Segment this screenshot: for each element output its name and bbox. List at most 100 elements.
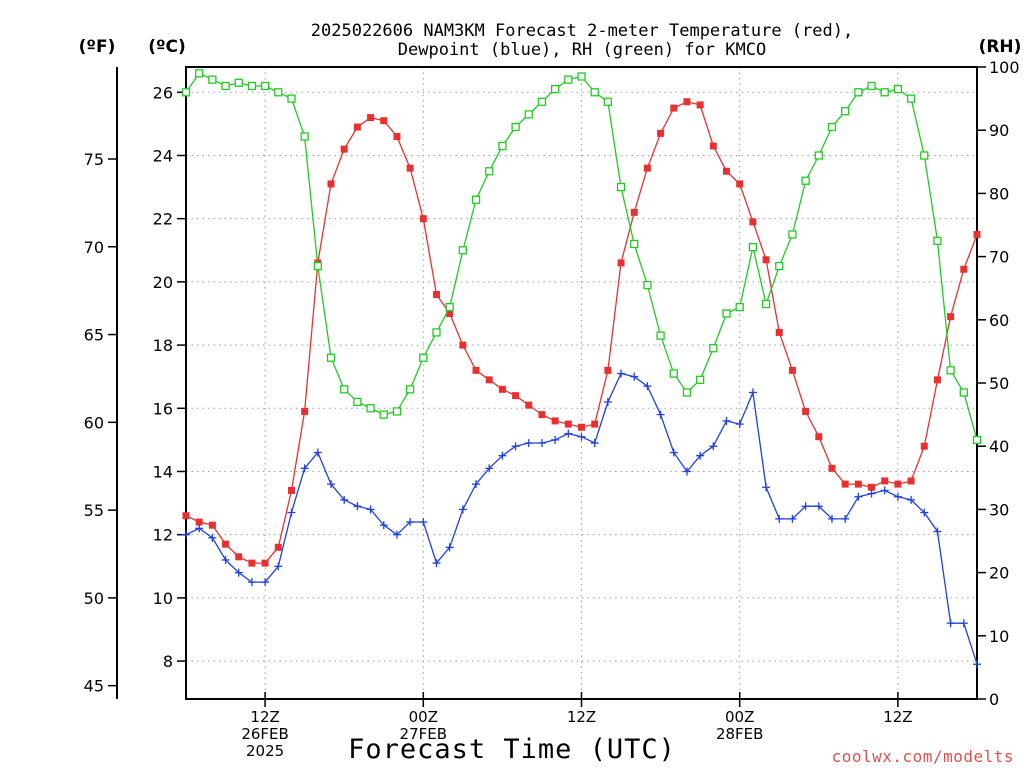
- x-tick-label: 28FEB: [716, 725, 763, 743]
- temperature-point: [868, 483, 876, 491]
- rh-point: [247, 81, 257, 91]
- rh-point: [880, 88, 889, 97]
- temperature-point: [696, 101, 704, 109]
- x-tick-label: 12Z: [883, 708, 912, 726]
- rh-point: [761, 299, 771, 309]
- dewpoint-point: [590, 439, 599, 448]
- temperature-point: [459, 341, 467, 349]
- fahrenheit-tick-label: 45: [84, 677, 104, 696]
- dewpoint-point: [722, 416, 731, 425]
- celsius-tick-label: 24: [153, 146, 173, 165]
- dewpoint-point: [327, 480, 336, 489]
- rh-point: [814, 151, 823, 160]
- temperature-point: [617, 259, 625, 267]
- rh-point: [274, 88, 283, 97]
- dewpoint-point: [814, 502, 823, 511]
- rh-tick-label: 90: [989, 121, 1009, 140]
- rh-point: [893, 84, 903, 94]
- rh-point: [287, 94, 296, 103]
- temperature-point: [432, 291, 440, 299]
- dewpoint-point: [564, 429, 573, 438]
- rh-point: [485, 167, 494, 176]
- rh-point: [735, 303, 744, 312]
- dewpoint-point: [907, 495, 916, 504]
- celsius-tick-label: 26: [153, 83, 173, 102]
- rh-point: [300, 132, 309, 141]
- temperature-point: [446, 309, 454, 317]
- rh-point: [748, 242, 758, 252]
- chart-title-line-2: Dewpoint (blue), RH (green) for KMCO: [398, 40, 766, 60]
- temperature-point: [222, 540, 230, 548]
- rh-point: [801, 176, 810, 185]
- dewpoint-point: [748, 388, 757, 397]
- temperature-point: [709, 142, 717, 150]
- rh-point: [471, 195, 481, 204]
- dewpoint-point: [524, 439, 533, 448]
- rh-point: [432, 328, 441, 337]
- dewpoint-point: [340, 495, 349, 504]
- rh-tick-label: 70: [989, 248, 1009, 267]
- rh-point: [656, 331, 665, 340]
- rh-point: [788, 230, 797, 239]
- dewpoint-point: [379, 521, 388, 530]
- credit-link[interactable]: coolwx.com/modelts: [832, 747, 1014, 766]
- rh-point: [195, 69, 204, 78]
- dewpoint-point: [432, 559, 441, 568]
- x-tick-label: 00Z: [725, 708, 754, 726]
- celsius-tick-label: 22: [153, 210, 173, 229]
- temperature-point: [657, 129, 665, 137]
- temperature-point: [551, 417, 559, 425]
- dewpoint-point: [827, 514, 836, 523]
- dewpoint-point: [221, 555, 230, 564]
- rh-tick-label: 0: [989, 690, 999, 709]
- temperature-point: [287, 486, 295, 494]
- rh-tick-label: 30: [989, 500, 1009, 519]
- dewpoint-point: [274, 562, 283, 571]
- rh-point: [458, 246, 468, 255]
- rh-point: [511, 122, 520, 132]
- rh-point: [445, 303, 454, 312]
- temperature-point: [182, 512, 190, 520]
- rh-point: [920, 151, 929, 160]
- rh-point: [234, 78, 243, 87]
- temperature-point: [419, 215, 427, 223]
- temperature-point: [643, 164, 651, 172]
- dewpoint-point: [801, 502, 810, 511]
- rh-point: [340, 385, 349, 394]
- rh-point: [181, 88, 191, 97]
- x-tick-label: 2025: [246, 742, 284, 760]
- temperature-point: [512, 392, 520, 400]
- temperature-point: [327, 180, 335, 188]
- dewpoint-point: [445, 543, 454, 552]
- rh-point: [366, 404, 375, 413]
- rh-unit-label: (RH): [979, 37, 1022, 57]
- temperature-point: [604, 366, 612, 374]
- rh-point: [326, 353, 336, 362]
- celsius-tick-label: 14: [153, 462, 173, 481]
- rh-point: [906, 94, 916, 103]
- dewpoint-point: [366, 505, 375, 514]
- x-tick-label: 12Z: [567, 708, 596, 726]
- rh-point: [392, 407, 402, 416]
- temperature-point: [208, 521, 216, 529]
- dewpoint-point: [959, 619, 968, 628]
- fahrenheit-tick-label: 75: [84, 150, 104, 169]
- temperature-point: [907, 477, 915, 485]
- celsius-unit-label: (ºC): [148, 37, 186, 57]
- temperature-point: [749, 218, 757, 226]
- temperature-point: [630, 208, 638, 216]
- rh-point: [946, 366, 955, 375]
- temperature-point: [380, 117, 388, 125]
- rh-point: [709, 344, 718, 353]
- dewpoint-series: [182, 369, 981, 669]
- dewpoint-point: [313, 448, 322, 457]
- rh-tick-label: 40: [989, 437, 1009, 456]
- temperature-point: [367, 114, 375, 122]
- temperature-point: [723, 167, 731, 175]
- temperature-point: [933, 376, 941, 384]
- temperature-point: [261, 559, 269, 567]
- rh-point: [933, 236, 942, 245]
- dewpoint-point: [973, 660, 981, 669]
- dewpoint-point: [762, 483, 771, 492]
